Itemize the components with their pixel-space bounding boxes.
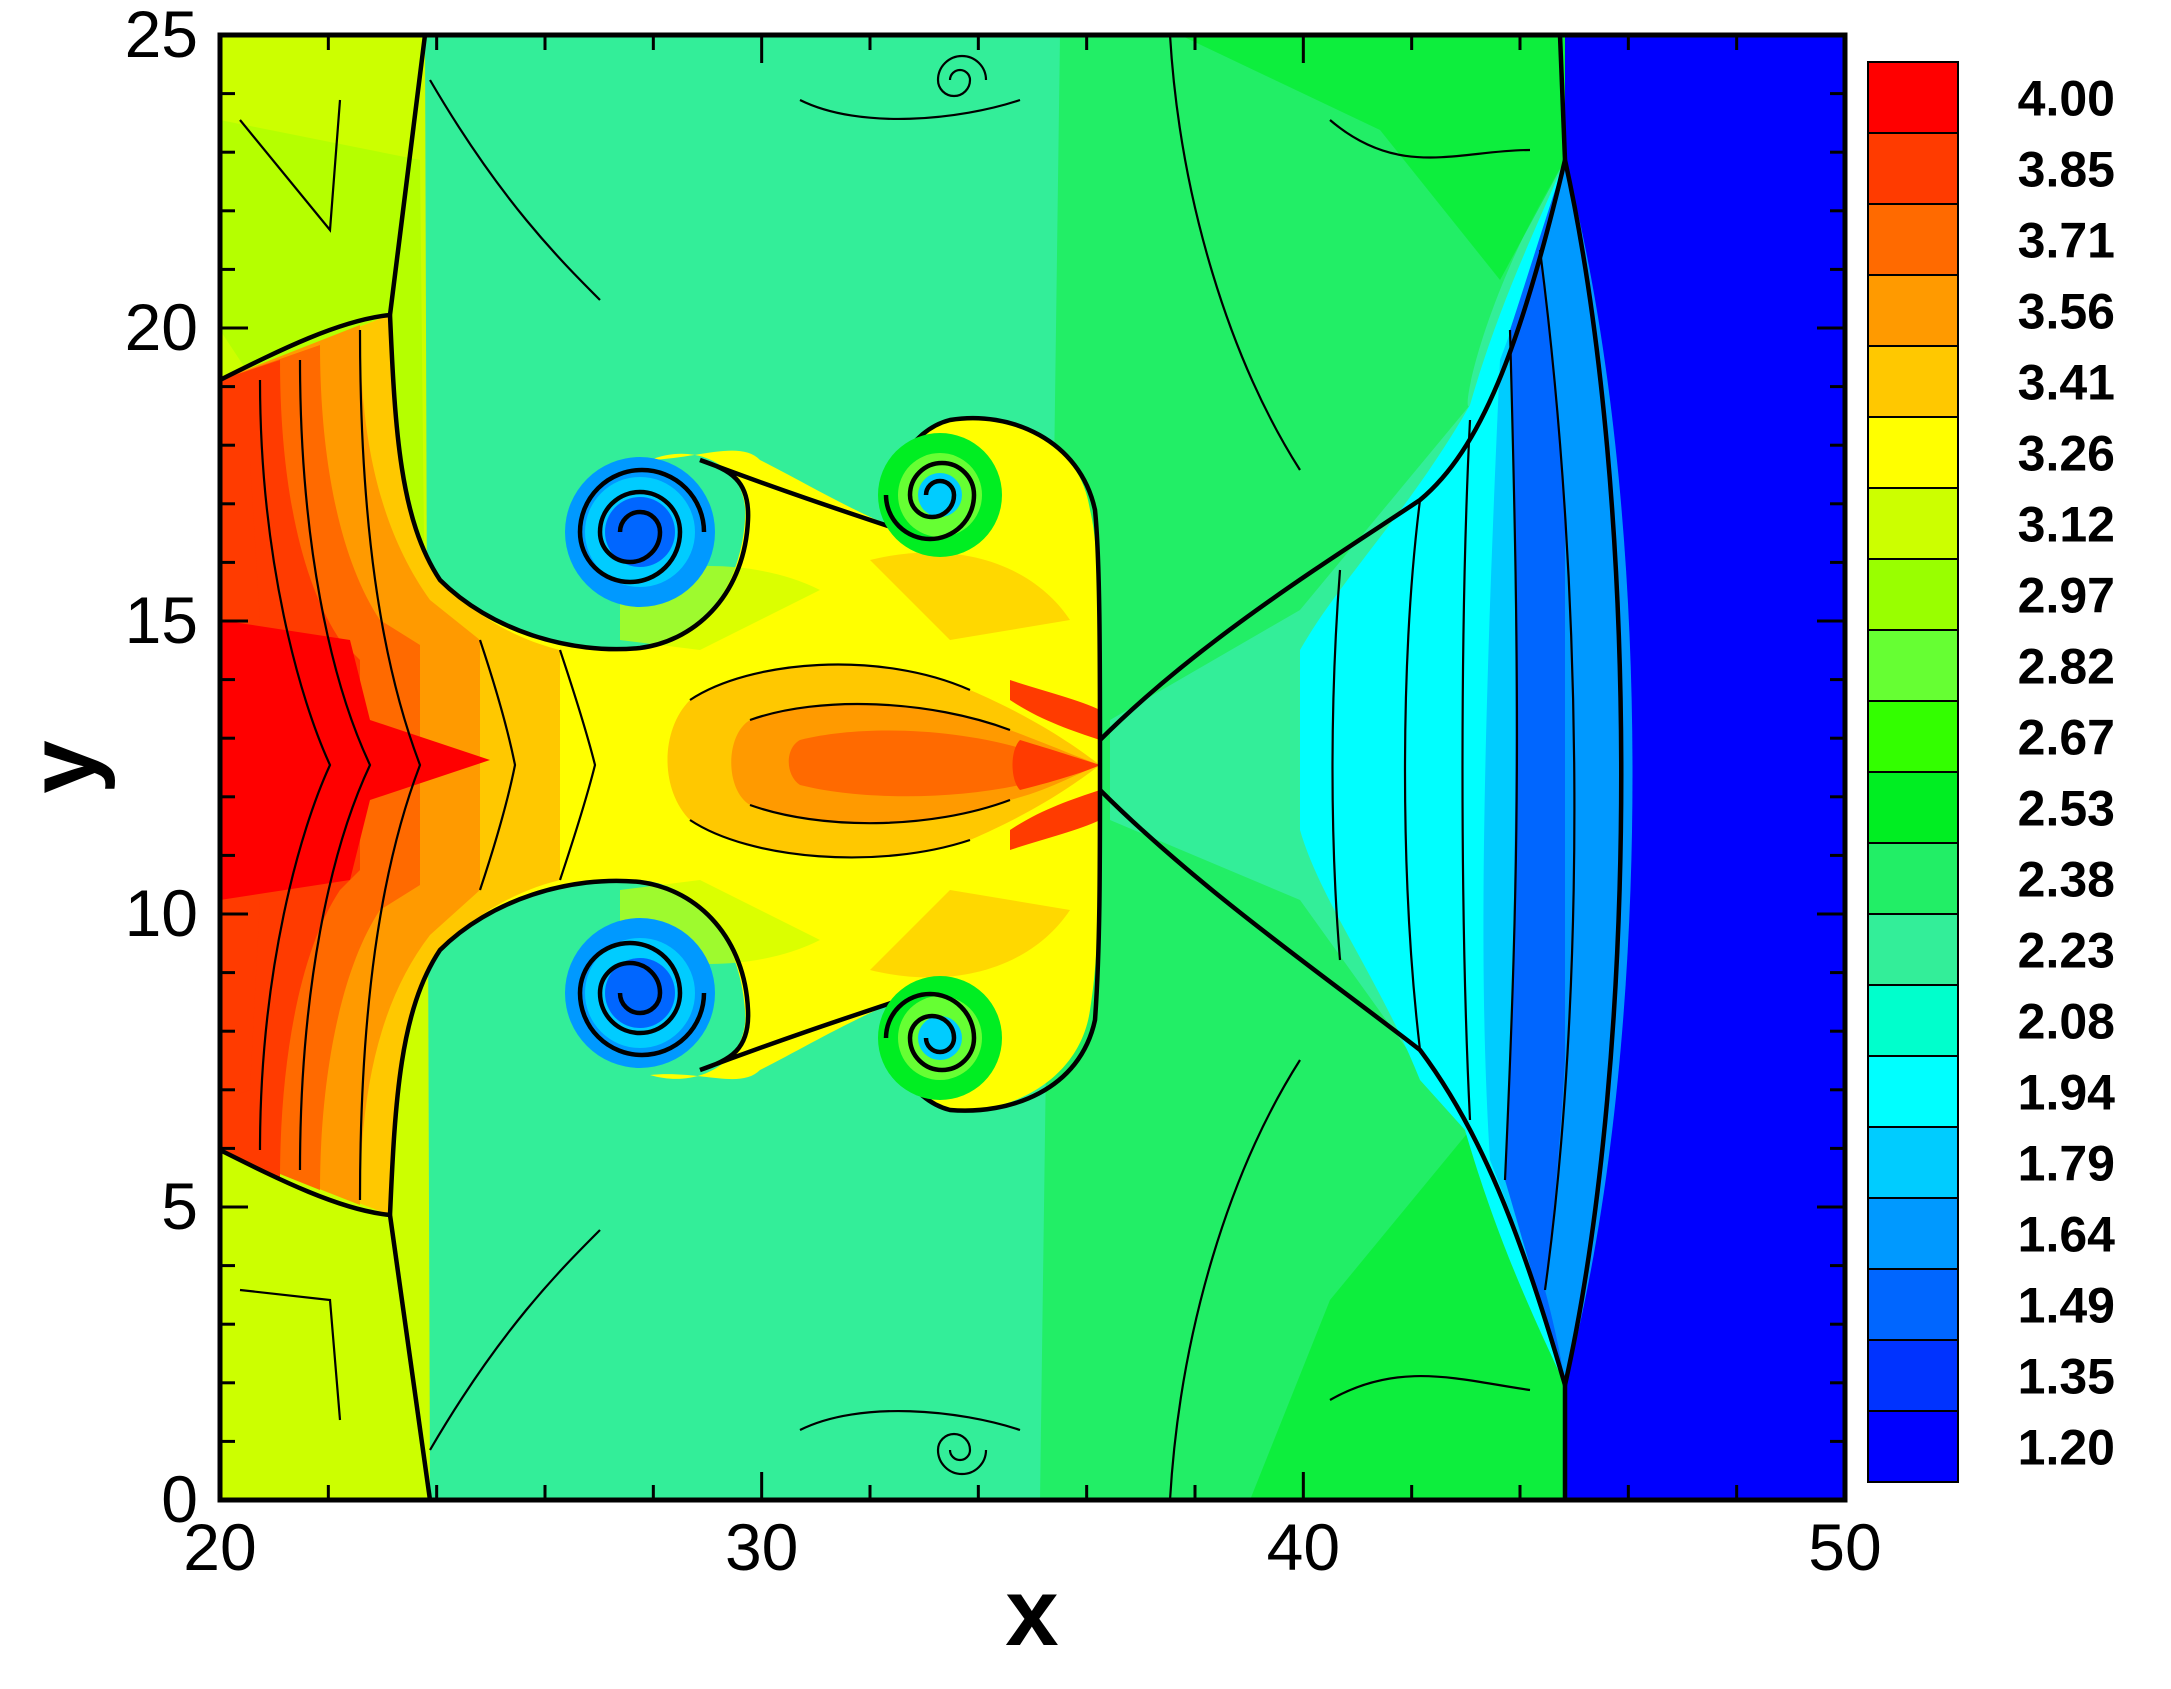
y-tick-label: 0 — [161, 1462, 198, 1536]
x-axis-title: x — [1005, 1559, 1058, 1666]
colorbar-swatch — [1868, 1198, 1958, 1270]
colorbar-label: 3.12 — [2018, 497, 2115, 553]
colorbar-label: 3.85 — [2018, 142, 2115, 198]
y-axis-title: y — [9, 740, 116, 793]
colorbar-label: 2.97 — [2018, 568, 2115, 624]
colorbar-swatch — [1868, 772, 1958, 844]
y-tick-label: 15 — [125, 583, 198, 657]
colorbar-label: 2.53 — [2018, 781, 2115, 837]
colorbar-swatch — [1868, 701, 1958, 773]
colorbar-swatch — [1868, 204, 1958, 276]
colorbar-label: 3.56 — [2018, 284, 2115, 340]
colorbar-swatch — [1868, 1127, 1958, 1199]
colorbar-swatch — [1868, 914, 1958, 986]
y-tick-label: 20 — [125, 290, 198, 364]
colorbar-swatch — [1868, 275, 1958, 347]
colorbar-swatch — [1868, 843, 1958, 915]
colorbar-swatch — [1868, 559, 1958, 631]
colorbar-swatch — [1868, 1056, 1958, 1128]
colorbar-swatch — [1868, 133, 1958, 205]
colorbar-label: 1.79 — [2018, 1136, 2115, 1192]
colorbar-label: 1.35 — [2018, 1349, 2115, 1405]
colorbar-label: 2.23 — [2018, 923, 2115, 979]
colorbar-label: 2.08 — [2018, 994, 2115, 1050]
colorbar-label: 4.00 — [2018, 71, 2115, 127]
colorbar-label: 1.49 — [2018, 1278, 2115, 1334]
vortex-left-upper — [565, 457, 715, 607]
colorbar-label: 2.38 — [2018, 852, 2115, 908]
y-tick-label: 10 — [125, 876, 198, 950]
colorbar-swatch — [1868, 1340, 1958, 1412]
x-tick-label: 50 — [1808, 1510, 1881, 1584]
x-tick-label: 40 — [1267, 1510, 1340, 1584]
colorbar-swatch — [1868, 985, 1958, 1057]
colorbar-swatch — [1868, 346, 1958, 418]
colorbar-label: 3.26 — [2018, 426, 2115, 482]
plot-frame — [217, 32, 1848, 1503]
colorbar-label: 3.41 — [2018, 355, 2115, 411]
y-tick-label: 5 — [161, 1169, 198, 1243]
colorbar-label: 1.20 — [2018, 1420, 2115, 1476]
colorbar-legend: 4.00 3.85 3.71 3.56 3.41 3.26 3.12 2.97 2.82 2.67… — [1867, 61, 2116, 1483]
y-tick-label: 25 — [125, 0, 198, 71]
y-axis: 0 5 10 15 20 25 — [125, 0, 1845, 1536]
colorbar-swatch — [1868, 1411, 1958, 1483]
colorbar-swatch — [1868, 488, 1958, 560]
colorbar-swatch — [1868, 417, 1958, 489]
colorbar-label: 2.67 — [2018, 710, 2115, 766]
contour-field — [220, 35, 1845, 1500]
colorbar-label: 2.82 — [2018, 639, 2115, 695]
x-tick-label: 30 — [725, 1510, 798, 1584]
colorbar-label: 3.71 — [2018, 213, 2115, 269]
vortex-right-lower — [878, 976, 1002, 1100]
colorbar-frame — [1867, 61, 1959, 1483]
colorbar-swatch — [1868, 630, 1958, 702]
colorbar-swatch — [1868, 1269, 1958, 1341]
x-tick-label: 20 — [183, 1510, 256, 1584]
colorbar-label: 1.64 — [2018, 1207, 2116, 1263]
vortex-left-lower — [565, 918, 715, 1068]
x-axis: 20 30 40 50 — [183, 35, 1882, 1584]
colorbar-swatch — [1868, 62, 1958, 134]
colorbar-label: 1.94 — [2018, 1065, 2116, 1121]
vortex-right-upper — [878, 433, 1002, 557]
